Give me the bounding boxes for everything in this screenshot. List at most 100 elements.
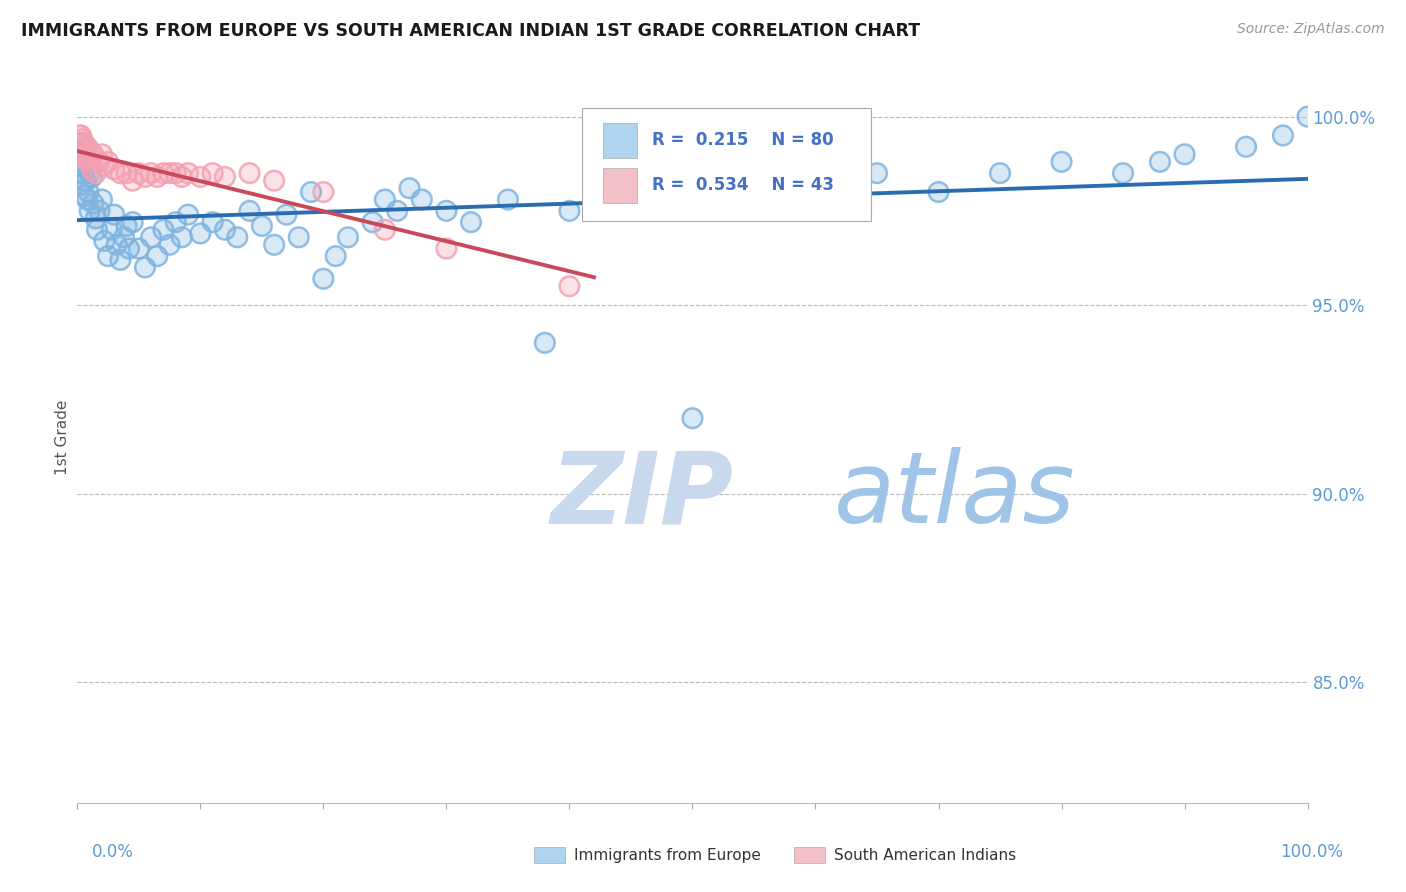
- Point: [201, 166, 224, 180]
- Text: ZIP: ZIP: [551, 447, 734, 544]
- Text: R =  0.215    N = 80: R = 0.215 N = 80: [652, 131, 834, 149]
- Point: [325, 249, 347, 263]
- Point: [170, 169, 193, 184]
- Point: [72, 147, 94, 161]
- Point: [159, 237, 181, 252]
- Point: [75, 147, 97, 161]
- Point: [411, 193, 433, 207]
- Point: [276, 208, 298, 222]
- Point: [1272, 128, 1295, 143]
- Point: [226, 230, 249, 244]
- Point: [70, 147, 93, 161]
- Point: [70, 154, 93, 169]
- Point: [170, 230, 193, 244]
- Point: [496, 193, 519, 207]
- Point: [239, 203, 262, 218]
- Point: [239, 166, 262, 180]
- Point: [115, 219, 138, 233]
- Point: [70, 132, 93, 146]
- Text: IMMIGRANTS FROM EUROPE VS SOUTH AMERICAN INDIAN 1ST GRADE CORRELATION CHART: IMMIGRANTS FROM EUROPE VS SOUTH AMERICAN…: [21, 22, 920, 40]
- Point: [121, 215, 143, 229]
- Point: [263, 237, 285, 252]
- Point: [299, 185, 322, 199]
- Point: [73, 151, 96, 165]
- Point: [177, 166, 200, 180]
- Point: [1149, 154, 1171, 169]
- Point: [67, 147, 90, 161]
- Point: [110, 166, 132, 180]
- Point: [70, 147, 93, 161]
- Point: [112, 230, 135, 244]
- Point: [70, 178, 93, 192]
- Point: [460, 215, 482, 229]
- Point: [134, 260, 156, 275]
- Point: [82, 169, 104, 184]
- Point: [82, 169, 104, 184]
- Point: [69, 166, 91, 180]
- Text: R =  0.534    N = 43: R = 0.534 N = 43: [652, 177, 834, 194]
- Point: [69, 154, 91, 169]
- Point: [79, 166, 101, 180]
- Point: [101, 223, 124, 237]
- Point: [1112, 166, 1135, 180]
- Point: [110, 252, 132, 267]
- Point: [112, 230, 135, 244]
- Point: [159, 166, 181, 180]
- Point: [436, 203, 458, 218]
- Point: [325, 249, 347, 263]
- Point: [361, 215, 384, 229]
- Point: [90, 193, 114, 207]
- Point: [141, 166, 163, 180]
- Point: [276, 208, 298, 222]
- Point: [146, 249, 169, 263]
- Point: [988, 166, 1011, 180]
- Point: [620, 185, 643, 199]
- Point: [97, 249, 120, 263]
- Point: [97, 154, 120, 169]
- Point: [79, 166, 101, 180]
- Point: [558, 279, 581, 293]
- Point: [374, 223, 396, 237]
- Point: [214, 169, 236, 184]
- Point: [141, 230, 163, 244]
- Point: [76, 193, 98, 207]
- Point: [76, 193, 98, 207]
- Point: [97, 154, 120, 169]
- Point: [103, 208, 125, 222]
- Point: [76, 140, 98, 154]
- Point: [201, 215, 224, 229]
- Point: [657, 200, 679, 214]
- Point: [82, 196, 104, 211]
- Point: [70, 128, 93, 143]
- Point: [128, 166, 150, 180]
- Point: [682, 411, 704, 425]
- Point: [86, 223, 108, 237]
- Point: [82, 162, 104, 177]
- Point: [73, 151, 96, 165]
- Point: [159, 166, 181, 180]
- Point: [177, 208, 200, 222]
- Point: [67, 136, 90, 150]
- Point: [411, 193, 433, 207]
- Y-axis label: 1st Grade: 1st Grade: [55, 400, 70, 475]
- Point: [214, 169, 236, 184]
- Point: [374, 193, 396, 207]
- Point: [188, 169, 212, 184]
- Point: [804, 193, 827, 207]
- Point: [152, 223, 174, 237]
- Point: [70, 132, 93, 146]
- Point: [90, 147, 114, 161]
- Point: [121, 174, 143, 188]
- Point: [312, 185, 335, 199]
- Point: [79, 144, 101, 158]
- Point: [70, 144, 93, 158]
- Point: [146, 169, 169, 184]
- Point: [118, 242, 141, 256]
- Text: 0.0%: 0.0%: [91, 843, 134, 861]
- Point: [534, 335, 557, 350]
- Point: [110, 166, 132, 180]
- Point: [105, 237, 128, 252]
- Point: [82, 147, 104, 161]
- Point: [70, 159, 93, 173]
- Point: [1296, 110, 1319, 124]
